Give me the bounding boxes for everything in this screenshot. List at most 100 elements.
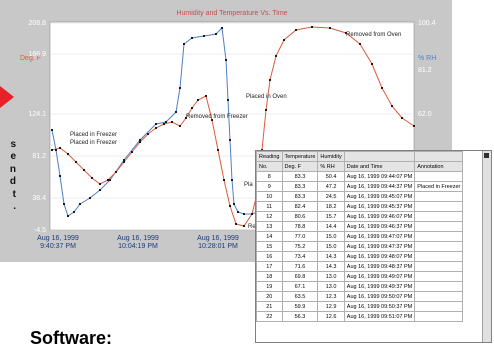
cell-reading-no: 16 [256,251,283,262]
cell-reading-no: 10 [256,191,283,202]
table-row[interactable]: 9 83.3 47.2 Aug 16, 1999 09:44:37 PM Placed … [256,181,464,192]
table-row[interactable]: 11 82.4 18.2 Aug 16, 1999 09:45:37 PM [256,201,464,212]
left-tick-label: 38.4 [32,195,46,202]
cell-datetime: Aug 16, 1999 09:48:37 PM [343,261,416,272]
data-marker [345,32,347,34]
table-row[interactable]: 17 71.6 14.3 Aug 16, 1999 09:48:37 PM [256,261,464,272]
data-marker [139,139,141,141]
table-row[interactable]: 16 73.4 14.3 Aug 16, 1999 09:48:07 PM [256,251,464,262]
scroll-thumb[interactable] [484,153,489,158]
data-marker [123,161,125,163]
col-header-temperature[interactable]: Temperature [281,151,319,162]
data-marker [359,43,361,45]
cell-annotation [414,301,464,312]
data-marker [59,175,61,177]
left-text-line: n [9,163,16,175]
table-row[interactable]: 22 56.3 12.6 Aug 16, 1999 09:51:07 PM [256,311,464,322]
data-marker [251,213,253,215]
cell-reading-no: 9 [256,181,283,192]
data-marker [295,29,297,31]
cell-annotation [414,231,464,242]
cell-reading-no: 18 [256,271,283,282]
red-arrow-icon [0,86,14,108]
data-marker [179,125,181,127]
data-marker [139,141,141,143]
cell-annotation [414,281,464,292]
data-marker [131,151,133,153]
col-header-humidity[interactable]: Humidity [317,151,345,162]
cell-humidity: 14.4 [317,221,345,232]
col-header-rh[interactable]: % RH [317,161,345,172]
data-marker [205,95,207,97]
data-marker [115,171,117,173]
cell-datetime: Aug 16, 1999 09:44:37 PM [343,181,416,192]
data-marker [99,183,101,185]
chart-panel: Humidity and Temperature Vs. Time Deg. F… [0,0,452,262]
col-header-annotation[interactable]: Annotation [414,161,464,172]
col-header-datetime[interactable]: Date and Time [343,161,416,172]
vertical-scrollbar[interactable] [482,151,491,342]
readings-table-window[interactable]: Reading Temperature Humidity No. Deg. F … [255,150,492,343]
cell-temperature: 77.0 [281,231,319,242]
cell-humidity: 13.0 [317,281,345,292]
cell-datetime: Aug 16, 1999 09:45:37 PM [343,201,416,212]
left-text-line: e [10,151,16,163]
data-marker [191,37,193,39]
data-marker [147,133,149,135]
cell-reading-no: 22 [256,311,283,322]
cell-annotation [414,201,464,212]
table-row[interactable]: 21 59.9 12.9 Aug 16, 1999 09:50:37 PM [256,301,464,312]
cell-annotation [414,311,464,322]
cell-temperature: 82.4 [281,201,319,212]
col-header-degf[interactable]: Deg. F [281,161,319,172]
cell-annotation [414,171,464,182]
cell-datetime: Aug 16, 1999 09:47:07 PM [343,231,416,242]
cell-reading-no: 14 [256,231,283,242]
cell-annotation [414,221,464,232]
table-row[interactable]: 19 67.1 13.0 Aug 16, 1999 09:49:37 PM [256,281,464,292]
data-marker [163,123,165,125]
col-header-blank[interactable] [343,151,416,162]
data-marker [413,125,415,127]
left-tick-label: 166.9 [28,51,46,58]
data-marker [311,26,313,28]
table-row[interactable]: 18 69.8 13.0 Aug 16, 1999 09:49:07 PM [256,271,464,282]
data-marker [107,179,109,181]
cell-datetime: Aug 16, 1999 09:44:07 PM [343,171,416,182]
cell-humidity: 13.0 [317,271,345,282]
cell-temperature: 75.2 [281,241,319,252]
data-marker [275,55,277,57]
data-marker [55,149,57,151]
left-axis-label: Deg. F [20,55,41,62]
left-text-line: s [10,139,16,150]
cell-temperature: 83.3 [281,171,319,182]
left-tick-label: 124.1 [28,111,46,118]
col-header-no[interactable]: No. [256,161,283,172]
table-row[interactable]: 13 78.8 14.4 Aug 16, 1999 09:46:37 PM [256,221,464,232]
cell-temperature: 83.3 [281,191,319,202]
table-row[interactable]: 20 63.5 12.3 Aug 16, 1999 09:50:07 PM [256,291,464,302]
cell-temperature: 56.3 [281,311,319,322]
data-marker [123,159,125,161]
chart-annotation: Placed in Oven [246,94,287,100]
cell-humidity: 15.0 [317,231,345,242]
software-heading: Software: [30,328,113,348]
table-row[interactable]: 15 75.2 15.0 Aug 16, 1999 09:47:37 PM [256,241,464,252]
data-marker [79,203,81,205]
table-row[interactable]: 12 80.6 15.7 Aug 16, 1999 09:46:07 PM [256,211,464,222]
data-marker [227,99,229,101]
table-row[interactable]: 14 77.0 15.0 Aug 16, 1999 09:47:07 PM [256,231,464,242]
col-header-blank[interactable] [414,151,464,162]
cell-humidity: 14.3 [317,261,345,272]
col-header-reading[interactable]: Reading [256,151,283,162]
table-row[interactable]: 10 83.3 24.5 Aug 16, 1999 09:45:07 PM [256,191,464,202]
data-marker [99,189,101,191]
data-marker [67,215,69,217]
table-row[interactable]: 8 83.3 50.4 Aug 16, 1999 09:44:07 PM [256,171,464,182]
data-marker [175,111,177,113]
left-tick-label: -4.5 [34,227,46,234]
data-marker [243,213,245,215]
cell-reading-no: 8 [256,171,283,182]
cell-humidity: 50.4 [317,171,345,182]
right-axis-label: % RH [418,55,436,62]
